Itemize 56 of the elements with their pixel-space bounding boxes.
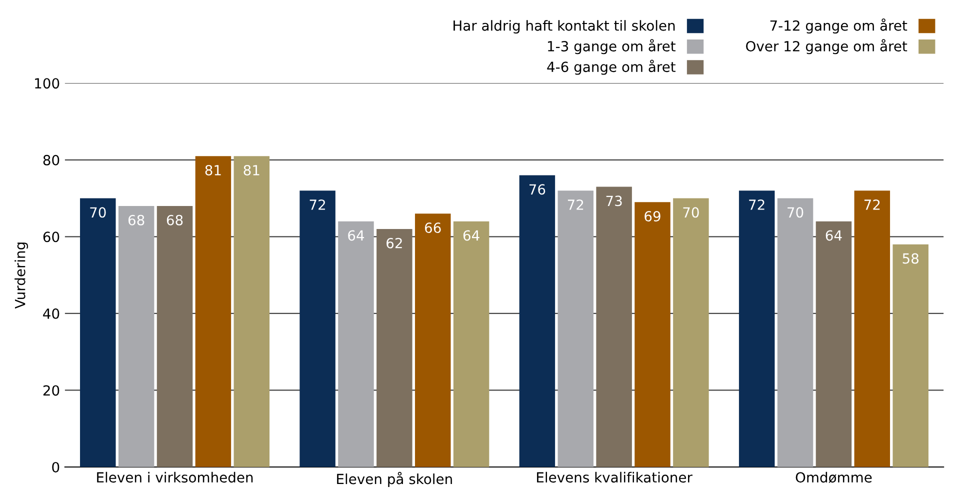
legend-label: Har aldrig haft kontakt til skolen (454, 20, 675, 34)
bar (234, 156, 270, 467)
data-label: 64 (826, 230, 842, 241)
bar (453, 221, 490, 467)
data-label: 68 (128, 214, 144, 226)
data-label: 70 (683, 207, 699, 218)
bar (519, 175, 556, 467)
bar (596, 186, 632, 467)
y-tick-label: 80 (43, 154, 60, 166)
x-tick-label: Omdømme (796, 472, 872, 484)
bar (738, 190, 775, 467)
data-label: 73 (606, 196, 622, 206)
data-label: 68 (166, 214, 183, 226)
y-axis-title: Vurdering (14, 242, 28, 309)
data-label: 72 (864, 199, 880, 210)
bar (195, 156, 232, 467)
bar (338, 221, 374, 467)
data-label: 81 (205, 164, 221, 176)
bar (300, 190, 336, 467)
bar (892, 244, 928, 467)
data-label: 70 (788, 207, 804, 218)
y-tick-label: 20 (43, 385, 60, 396)
y-tick-label: 60 (43, 232, 60, 242)
y-tick-label: 100 (35, 78, 60, 89)
bar (414, 214, 451, 467)
bar (634, 202, 670, 467)
data-label: 64 (463, 230, 480, 241)
data-label: 66 (424, 222, 441, 234)
data-label: 62 (386, 238, 402, 248)
bar (80, 198, 116, 467)
bar (777, 198, 814, 467)
bar (854, 190, 890, 467)
bar (558, 190, 594, 467)
data-label: 64 (348, 230, 364, 241)
bar (816, 221, 852, 467)
data-label: 81 (244, 164, 260, 176)
y-tick-label: 40 (43, 308, 60, 319)
x-tick-label: Elevens kvalifikationer (537, 472, 692, 483)
x-tick-label: Eleven på skolen (337, 472, 452, 487)
data-label: 72 (310, 199, 325, 210)
bar (156, 206, 193, 467)
data-label: 58 (902, 253, 918, 264)
legend-label: Over 12 gange om året (746, 39, 908, 54)
x-tick-label: Eleven i virksomheden (97, 472, 253, 483)
legend-label: 1-3 gange om året (548, 39, 676, 54)
data-label: 69 (644, 211, 660, 222)
data-label: 72 (749, 199, 764, 210)
data-label: 70 (90, 207, 106, 218)
y-tick-label: 0 (52, 462, 60, 472)
bar (673, 198, 709, 467)
legend-label: 7-12 gange om året (770, 18, 908, 34)
bar (376, 229, 412, 467)
bar (118, 206, 154, 467)
data-label: 76 (529, 184, 546, 195)
data-label: 72 (568, 199, 584, 210)
legend-label: 4-6 gange om året (547, 60, 676, 75)
